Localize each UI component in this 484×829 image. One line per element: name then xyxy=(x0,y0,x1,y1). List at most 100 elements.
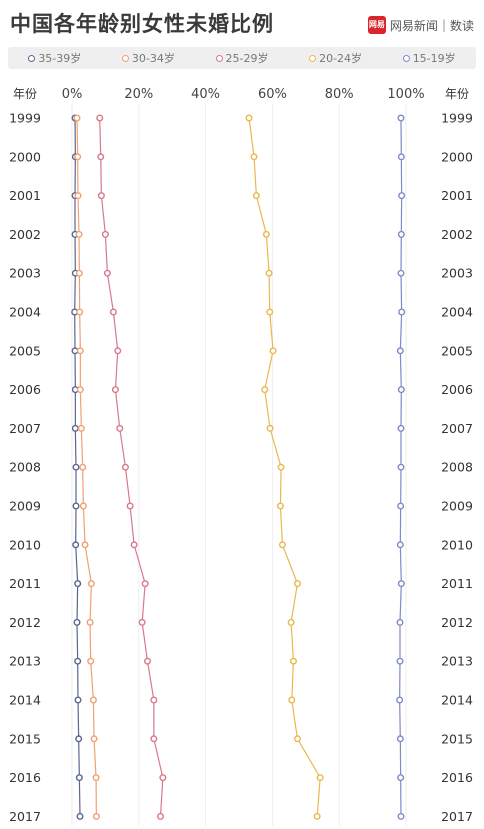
data-point xyxy=(262,230,270,238)
netease-logo-icon: 网易 xyxy=(367,16,386,34)
year-label-left: 2016 xyxy=(9,770,41,785)
data-point xyxy=(86,618,94,626)
year-label-left: 2009 xyxy=(9,499,41,514)
data-point xyxy=(396,657,404,665)
data-point xyxy=(287,618,295,626)
year-label-right: 2006 xyxy=(441,382,473,397)
year-label-right: 2007 xyxy=(441,421,473,436)
year-label-right: 2005 xyxy=(441,343,473,358)
legend-item: 35-39岁 xyxy=(28,50,81,66)
legend-marker xyxy=(215,54,223,62)
legend-item: 30-34岁 xyxy=(121,50,175,66)
axis-label-right: 年份 xyxy=(445,87,469,101)
series-line xyxy=(248,117,321,817)
data-point xyxy=(101,230,109,238)
data-point xyxy=(103,269,111,277)
data-point xyxy=(266,308,274,316)
legend-marker xyxy=(28,54,36,62)
data-point xyxy=(130,541,138,549)
data-point xyxy=(396,696,404,704)
year-label-right: 2015 xyxy=(441,731,473,746)
data-point xyxy=(89,696,97,704)
legend-label: 30-34岁 xyxy=(131,52,175,65)
data-point xyxy=(157,812,165,820)
data-point xyxy=(90,735,98,743)
brand-name: 网易新闻 xyxy=(389,18,438,33)
data-point xyxy=(397,502,405,510)
legend-label: 25-29岁 xyxy=(225,52,269,65)
year-label-right: 2014 xyxy=(441,693,473,708)
data-point xyxy=(277,463,285,471)
data-point xyxy=(261,386,269,394)
legend-item: 15-19岁 xyxy=(402,50,456,66)
data-point xyxy=(75,269,83,277)
data-point xyxy=(397,580,405,588)
chart-legend: 35-39岁 30-34岁 25-29岁 20-24岁 15-19岁 xyxy=(8,47,476,69)
data-point xyxy=(150,696,158,704)
year-label-left: 2003 xyxy=(9,266,41,281)
data-point xyxy=(265,269,273,277)
legend-marker xyxy=(121,54,129,62)
data-point xyxy=(96,114,104,122)
year-label-right: 2009 xyxy=(441,499,473,514)
legend-label: 35-39岁 xyxy=(38,52,82,65)
data-point xyxy=(278,541,286,549)
data-point xyxy=(313,812,321,820)
data-point xyxy=(97,192,105,200)
data-point xyxy=(72,541,80,549)
data-point xyxy=(74,696,82,704)
data-point xyxy=(75,774,83,782)
year-label-right: 2004 xyxy=(441,305,473,320)
data-point xyxy=(97,153,105,161)
year-label-left: 2005 xyxy=(9,343,41,358)
data-point xyxy=(116,424,124,432)
data-point xyxy=(397,463,405,471)
data-point xyxy=(109,308,117,316)
x-tick-label: 60% xyxy=(258,87,287,102)
data-point xyxy=(76,308,84,316)
data-point xyxy=(121,463,129,471)
year-label-right: 2000 xyxy=(441,149,473,164)
data-point xyxy=(269,347,277,355)
data-point xyxy=(74,153,82,161)
year-label-left: 1999 xyxy=(9,111,41,126)
data-point xyxy=(398,192,406,200)
year-label-left: 2008 xyxy=(9,460,41,475)
data-point xyxy=(71,424,79,432)
data-point xyxy=(396,618,404,626)
data-point xyxy=(397,153,405,161)
data-point xyxy=(398,308,406,316)
year-label-right: 2011 xyxy=(441,576,473,591)
x-tick-label: 40% xyxy=(191,87,220,102)
data-point xyxy=(397,386,405,394)
data-point xyxy=(77,424,85,432)
year-label-left: 2006 xyxy=(9,382,41,397)
data-point xyxy=(397,774,405,782)
data-point xyxy=(76,347,84,355)
data-point xyxy=(138,618,146,626)
data-point xyxy=(150,735,158,743)
data-point xyxy=(396,347,404,355)
data-point xyxy=(396,735,404,743)
year-label-left: 2011 xyxy=(9,576,41,591)
series-line xyxy=(99,117,164,817)
brand-section: 数读 xyxy=(449,18,474,33)
page-title: 中国各年龄别女性未婚比例 xyxy=(10,12,274,36)
year-label-right: 2017 xyxy=(441,809,473,824)
data-point xyxy=(92,812,100,820)
data-point xyxy=(143,657,151,665)
data-point xyxy=(245,114,253,122)
data-point xyxy=(397,230,405,238)
data-point xyxy=(72,463,80,471)
data-point xyxy=(75,735,83,743)
year-label-left: 2013 xyxy=(9,654,41,669)
x-tick-label: 20% xyxy=(124,87,153,102)
data-point xyxy=(87,580,95,588)
year-label-left: 2010 xyxy=(9,537,41,552)
year-label-right: 2013 xyxy=(441,654,473,669)
data-point xyxy=(141,580,149,588)
data-point xyxy=(397,114,405,122)
data-point xyxy=(76,812,84,820)
data-point xyxy=(81,541,89,549)
data-point xyxy=(74,192,82,200)
